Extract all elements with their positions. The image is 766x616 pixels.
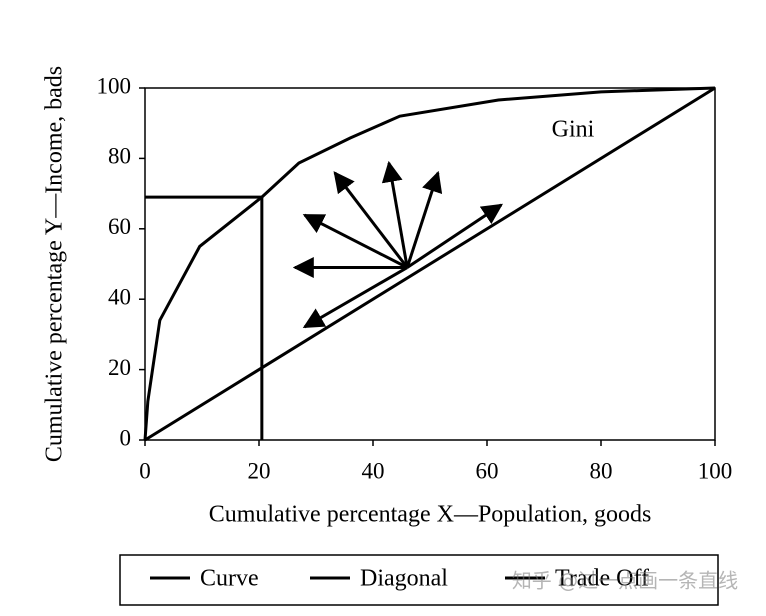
series-line [145, 195, 264, 440]
arrow [405, 170, 443, 268]
y-tick-label: 100 [97, 73, 132, 98]
legend-label: Curve [200, 566, 259, 592]
y-tick-label: 20 [108, 355, 131, 380]
x-axis-label: Cumulative percentage X—Population, good… [209, 502, 652, 528]
x-tick-label: 60 [476, 458, 499, 483]
series-line [143, 86, 716, 441]
annotation: Gini [552, 117, 595, 143]
y-tick-label: 60 [108, 214, 131, 239]
y-axis-label: Cumulative percentage Y—Income, bads [42, 66, 68, 462]
x-tick-label: 0 [139, 458, 151, 483]
arrow [302, 213, 408, 269]
x-tick-label: 80 [590, 458, 613, 483]
plot-frame [144, 87, 716, 441]
legend-label: Diagonal [360, 566, 448, 592]
x-tick-label: 20 [248, 458, 271, 483]
x-tick-label: 100 [698, 458, 733, 483]
arrow [406, 203, 503, 269]
arrow [302, 266, 408, 329]
legend-label: Trade Off [555, 566, 649, 592]
arrow [333, 171, 409, 269]
y-tick-label: 80 [108, 144, 131, 169]
watermark: 知乎 @过一点画一条直线 [512, 569, 738, 593]
x-tick-label: 40 [362, 458, 385, 483]
legend-box [119, 554, 719, 606]
arrow [381, 160, 409, 268]
y-tick-label: 0 [120, 425, 132, 450]
series-line [144, 86, 716, 442]
y-tick-label: 40 [108, 284, 131, 309]
